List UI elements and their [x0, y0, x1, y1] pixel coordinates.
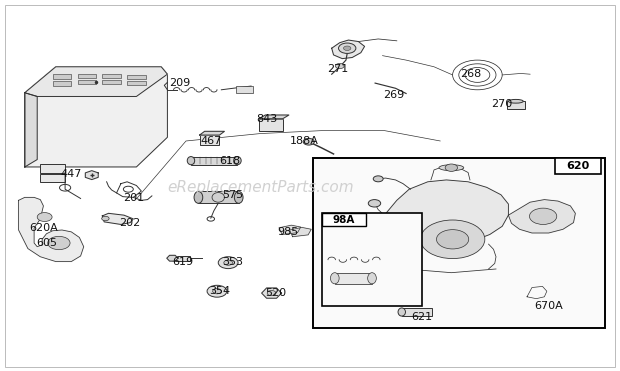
Circle shape — [335, 63, 344, 69]
Bar — [322, 213, 422, 306]
Text: 268: 268 — [461, 69, 482, 79]
Circle shape — [339, 43, 356, 53]
Text: 353: 353 — [222, 257, 243, 266]
Circle shape — [445, 164, 458, 171]
Circle shape — [102, 216, 109, 221]
Bar — [259, 119, 283, 131]
Circle shape — [343, 46, 351, 50]
Bar — [40, 174, 65, 182]
Bar — [102, 80, 121, 84]
Text: 447: 447 — [61, 170, 82, 179]
Text: 605: 605 — [36, 238, 57, 248]
Text: 202: 202 — [120, 218, 141, 227]
Text: 354: 354 — [210, 286, 231, 296]
Text: 843: 843 — [256, 114, 277, 124]
Circle shape — [303, 138, 314, 145]
Bar — [335, 273, 372, 284]
Text: 271: 271 — [327, 64, 348, 73]
Bar — [78, 74, 96, 78]
Text: 270: 270 — [492, 99, 513, 109]
Text: 209: 209 — [169, 79, 190, 88]
Bar — [53, 74, 71, 79]
Bar — [236, 86, 253, 93]
Text: 188A: 188A — [290, 136, 318, 146]
Bar — [53, 81, 71, 86]
Polygon shape — [25, 67, 167, 96]
Ellipse shape — [508, 99, 523, 103]
Circle shape — [436, 230, 469, 249]
Text: 985: 985 — [278, 227, 299, 237]
Polygon shape — [25, 67, 167, 167]
Text: 201: 201 — [123, 194, 144, 203]
Bar — [127, 75, 146, 79]
Bar — [40, 164, 65, 173]
Ellipse shape — [439, 165, 464, 171]
Ellipse shape — [234, 157, 241, 165]
Polygon shape — [332, 40, 365, 59]
Bar — [78, 80, 96, 84]
Bar — [402, 308, 432, 316]
Circle shape — [207, 285, 227, 297]
Text: 269: 269 — [383, 90, 404, 99]
Polygon shape — [102, 213, 133, 224]
Text: 620A: 620A — [29, 223, 58, 233]
Polygon shape — [279, 225, 301, 234]
Bar — [191, 157, 237, 165]
Polygon shape — [167, 255, 178, 261]
Circle shape — [218, 257, 238, 269]
Polygon shape — [508, 200, 575, 233]
Polygon shape — [86, 171, 98, 180]
Bar — [172, 256, 190, 261]
Text: 621: 621 — [411, 312, 432, 322]
Bar — [102, 74, 121, 78]
Text: eReplacementParts.com: eReplacementParts.com — [167, 180, 354, 195]
Circle shape — [224, 260, 232, 265]
Bar — [555, 158, 601, 174]
Circle shape — [213, 289, 221, 294]
Bar — [507, 101, 525, 109]
Text: 467: 467 — [200, 136, 221, 146]
Text: 620: 620 — [567, 161, 590, 171]
Polygon shape — [19, 197, 84, 262]
Bar — [198, 191, 239, 203]
Circle shape — [373, 176, 383, 182]
Polygon shape — [384, 180, 508, 244]
Text: 520: 520 — [265, 288, 286, 298]
Polygon shape — [290, 227, 311, 237]
Polygon shape — [262, 288, 281, 298]
Text: 619: 619 — [172, 257, 193, 266]
Ellipse shape — [330, 273, 339, 284]
Text: 618: 618 — [219, 157, 240, 166]
Bar — [322, 213, 366, 226]
Bar — [127, 81, 146, 85]
Circle shape — [420, 220, 485, 259]
Ellipse shape — [398, 308, 405, 316]
Ellipse shape — [368, 273, 376, 284]
Text: 670A: 670A — [534, 301, 563, 311]
Ellipse shape — [194, 191, 203, 203]
Circle shape — [368, 200, 381, 207]
Text: 575: 575 — [222, 190, 243, 200]
Polygon shape — [25, 93, 37, 167]
Ellipse shape — [234, 191, 243, 203]
Circle shape — [48, 236, 70, 250]
Bar — [313, 158, 604, 328]
Text: 98A: 98A — [333, 215, 355, 225]
Polygon shape — [200, 131, 224, 135]
Circle shape — [37, 213, 52, 221]
Ellipse shape — [187, 157, 195, 165]
Circle shape — [267, 290, 276, 296]
Circle shape — [529, 208, 557, 224]
Bar — [200, 135, 219, 145]
Polygon shape — [259, 115, 289, 119]
